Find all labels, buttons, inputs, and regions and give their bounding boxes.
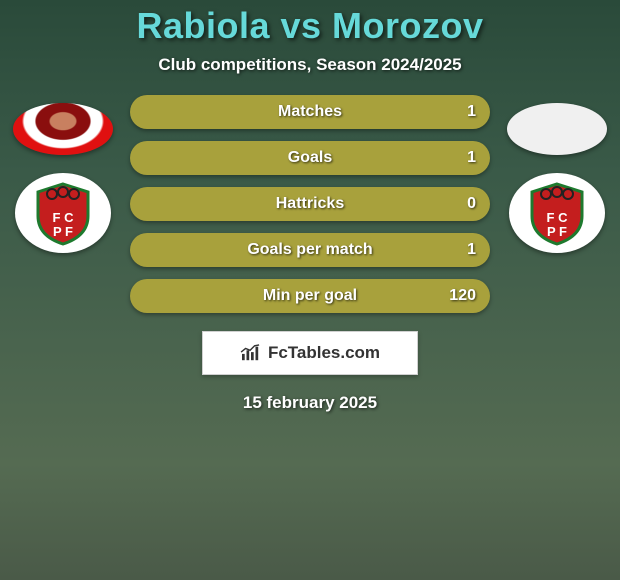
page-title: Rabiola vs Morozov	[0, 5, 620, 47]
brand-text: FcTables.com	[268, 343, 380, 363]
stat-bar-hattricks: Hattricks 0	[130, 187, 490, 221]
stat-label: Goals	[130, 149, 490, 167]
subtitle: Club competitions, Season 2024/2025	[0, 55, 620, 75]
comparison-row: F C P F Matches 1 Goals 1	[0, 95, 620, 313]
stat-bar-mpg: Min per goal 120	[130, 279, 490, 313]
brand-badge: FcTables.com	[202, 331, 418, 375]
svg-text:P F: P F	[53, 224, 73, 239]
stat-value-right: 0	[467, 195, 476, 213]
stat-label: Hattricks	[130, 195, 490, 213]
stat-bar-gpm: Goals per match 1	[130, 233, 490, 267]
club-badge-left: F C P F	[15, 173, 111, 253]
stat-value-right: 1	[467, 103, 476, 121]
stat-bar-matches: Matches 1	[130, 95, 490, 129]
stat-label: Min per goal	[130, 287, 490, 305]
player-photo-left	[13, 103, 113, 155]
club-badge-right: F C P F	[509, 173, 605, 253]
player-photo-right	[507, 103, 607, 155]
svg-text:F C: F C	[547, 210, 569, 225]
svg-text:F C: F C	[53, 210, 75, 225]
stat-value-right: 1	[467, 241, 476, 259]
svg-text:P F: P F	[547, 224, 567, 239]
stat-label: Matches	[130, 103, 490, 121]
stat-label: Goals per match	[130, 241, 490, 259]
stat-bar-goals: Goals 1	[130, 141, 490, 175]
bar-chart-icon	[240, 344, 262, 362]
right-player-column: F C P F	[502, 95, 612, 253]
club-crest-icon: F C P F	[28, 178, 98, 248]
date-text: 15 february 2025	[0, 393, 620, 413]
club-crest-icon: F C P F	[522, 178, 592, 248]
stat-value-right: 120	[449, 287, 476, 305]
stat-value-right: 1	[467, 149, 476, 167]
left-player-column: F C P F	[8, 95, 118, 253]
stat-bars: Matches 1 Goals 1 Hattricks 0	[118, 95, 502, 313]
